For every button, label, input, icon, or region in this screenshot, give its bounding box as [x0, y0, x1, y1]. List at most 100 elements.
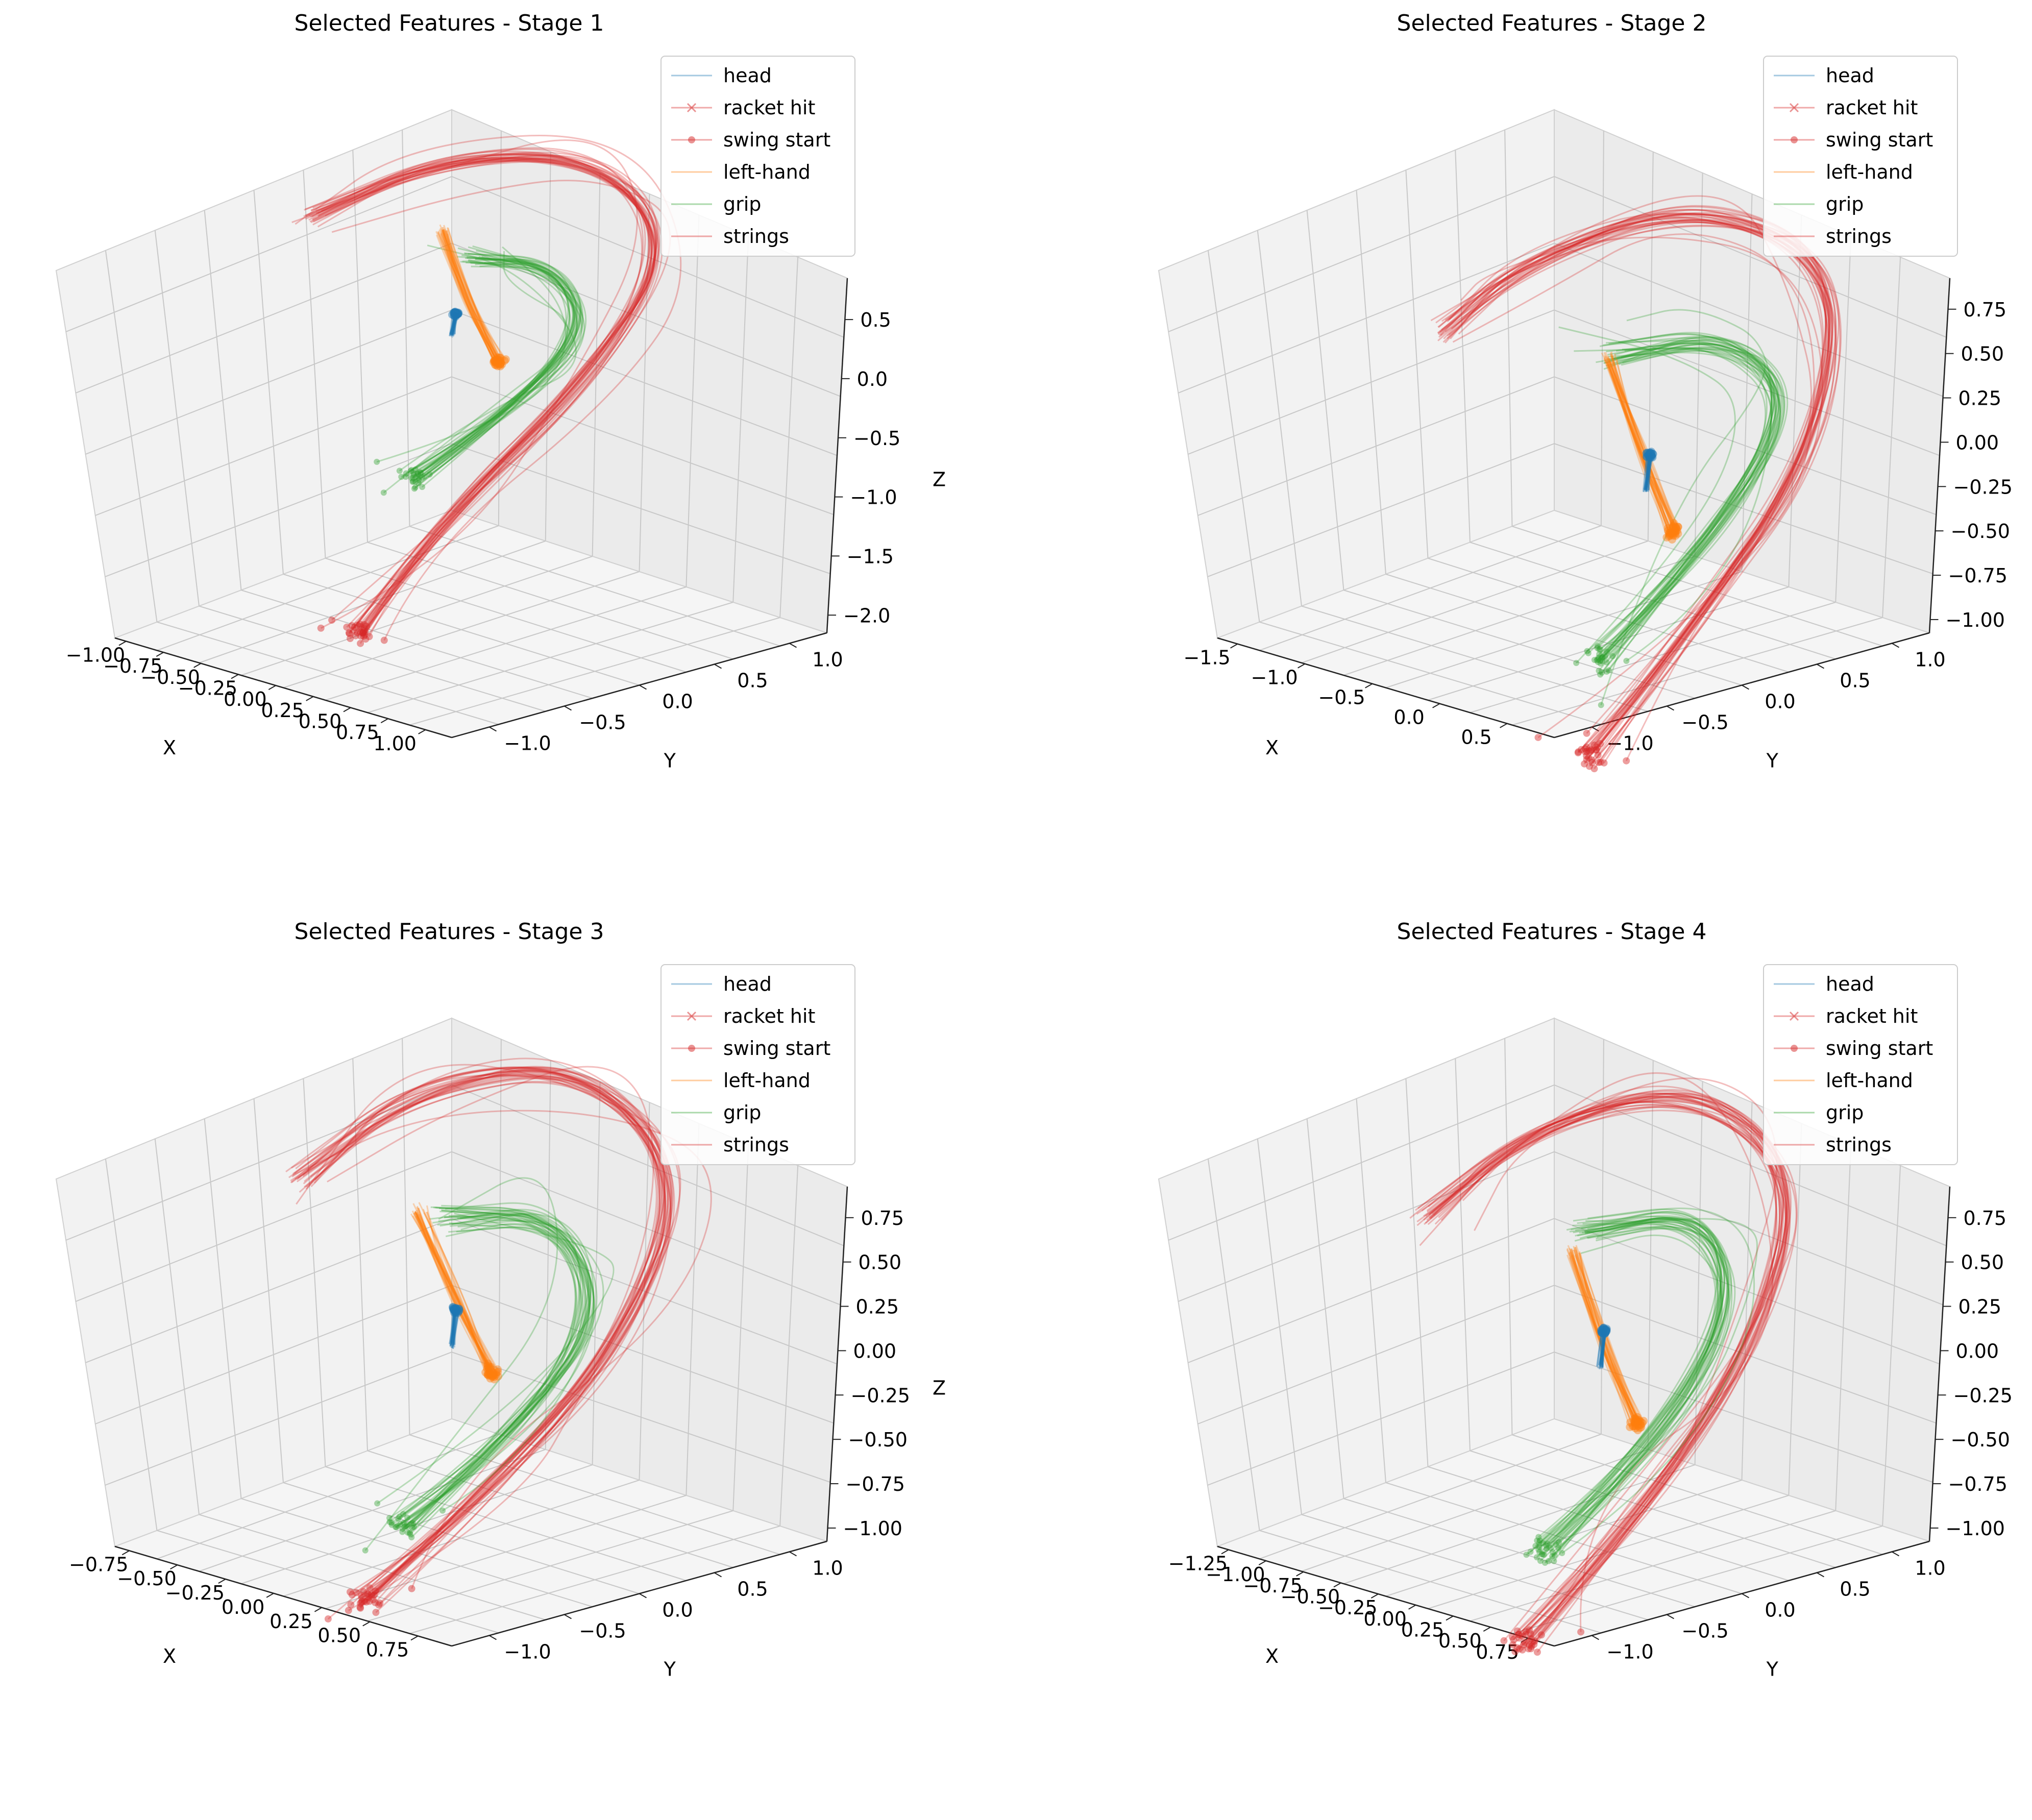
- trajectory-line: [1448, 209, 1830, 751]
- trajectory-line: [306, 152, 660, 625]
- end-marker: [1646, 449, 1655, 457]
- legend-frame: [1763, 56, 1958, 257]
- trajectory-line: [1601, 1330, 1606, 1369]
- grip-start-marker: [393, 1523, 399, 1530]
- grip-start-marker: [1609, 653, 1616, 659]
- trajectory-line: [1526, 1218, 1758, 1556]
- z-tick-label: −1.5: [847, 545, 894, 568]
- trajectory-line: [411, 1214, 595, 1529]
- trajectory-line: [452, 1311, 460, 1347]
- grip-start-marker: [1594, 657, 1600, 663]
- trajectory-line: [389, 1213, 582, 1523]
- trajectory-line: [452, 312, 459, 335]
- trajectory-line: [1598, 348, 1775, 658]
- end-marker: [486, 1362, 495, 1371]
- end-marker: [1669, 523, 1677, 531]
- trajectory-line: [407, 1210, 592, 1528]
- swing-start-marker: [1520, 1641, 1528, 1649]
- trajectory-line: [415, 1212, 491, 1370]
- trajectory-line: [451, 1309, 460, 1348]
- end-marker: [501, 355, 510, 364]
- trajectory-line: [1569, 1252, 1631, 1423]
- trajectory-line: [420, 261, 581, 474]
- trajectory-line: [1597, 1330, 1602, 1368]
- grip-start-marker: [397, 1521, 404, 1528]
- grid-line: [1428, 586, 1789, 701]
- trajectory-line: [1608, 358, 1679, 528]
- trajectory-line: [1440, 222, 1842, 763]
- legend-label: left-hand: [1826, 161, 1913, 183]
- end-marker: [448, 310, 457, 319]
- trajectory-line: [1610, 356, 1677, 529]
- grip-start-marker: [386, 1518, 393, 1525]
- swing-start-marker: [1583, 756, 1590, 764]
- trajectory-line: [1610, 361, 1670, 537]
- end-marker: [1674, 523, 1682, 531]
- trajectory-line: [413, 1213, 499, 1377]
- grip-start-marker: [398, 474, 405, 480]
- end-marker: [1601, 1329, 1609, 1337]
- trajectory-line: [1646, 455, 1653, 492]
- trajectory-line: [303, 154, 653, 640]
- trajectory-line: [1448, 195, 1813, 734]
- trajectory-line: [1644, 455, 1653, 490]
- x-tick-mark: [1432, 703, 1440, 708]
- trajectory-line: [447, 227, 505, 361]
- trajectory-line: [1643, 453, 1653, 490]
- end-marker: [1634, 1421, 1643, 1430]
- swing-start-marker: [1519, 1646, 1526, 1654]
- end-marker: [1597, 1326, 1606, 1335]
- chart-title: Selected Features - Stage 2: [1397, 10, 1707, 36]
- end-marker: [454, 1305, 463, 1313]
- end-marker: [1602, 1327, 1611, 1336]
- trajectory-line: [403, 1213, 595, 1515]
- swing-start-marker: [351, 624, 358, 631]
- swing-start-marker: [361, 1597, 369, 1605]
- z-tick-label: 0.75: [861, 1207, 904, 1229]
- trajectory-line: [292, 1110, 712, 1589]
- grip-start-marker: [409, 479, 416, 485]
- swing-start-marker: [1597, 740, 1604, 748]
- trajectory-line: [450, 314, 458, 337]
- trajectory-line: [1601, 352, 1677, 528]
- grip-start-marker: [1534, 1537, 1540, 1544]
- trajectory-line: [1567, 1245, 1639, 1427]
- trajectory-line: [451, 312, 458, 338]
- grip-start-marker: [415, 480, 422, 486]
- trajectory-line: [291, 1077, 666, 1598]
- end-marker: [1598, 1329, 1606, 1337]
- x-tick-mark: [314, 1607, 322, 1612]
- trajectory-line: [310, 153, 646, 627]
- z-tick-label: −0.50: [1951, 1429, 2010, 1451]
- end-marker: [1631, 1416, 1640, 1424]
- trajectory-line: [1538, 1211, 1725, 1551]
- end-marker: [1662, 533, 1671, 542]
- grid-line: [1428, 557, 1789, 673]
- series-grip: [374, 244, 587, 496]
- grid-line: [367, 602, 733, 714]
- swing-start-marker: [354, 622, 361, 629]
- end-marker: [451, 1306, 459, 1314]
- trajectory-line: [418, 262, 575, 475]
- swing-start-marker: [1581, 748, 1589, 755]
- swing-start-marker: [1585, 763, 1593, 770]
- y-tick-label: −0.5: [1681, 1620, 1728, 1642]
- end-marker: [1643, 448, 1651, 457]
- end-marker: [1663, 524, 1672, 532]
- grip-start-marker: [396, 1513, 403, 1520]
- grip-start-marker: [404, 1523, 411, 1530]
- trajectory-line: [1607, 364, 1670, 533]
- z-tick-label: −1.00: [843, 1517, 902, 1540]
- trajectory-line: [440, 231, 502, 363]
- grid-line: [1512, 617, 1883, 726]
- trajectory-line: [1607, 355, 1674, 535]
- end-marker: [450, 1305, 459, 1314]
- end-marker: [489, 1369, 498, 1378]
- z-tick-label: 0.75: [1964, 299, 2007, 321]
- end-marker: [493, 357, 502, 365]
- end-marker: [451, 1306, 459, 1315]
- trajectory-line: [1558, 1223, 1720, 1543]
- trajectory-line: [440, 234, 497, 366]
- trajectory-line: [1645, 455, 1650, 492]
- swing-start-marker: [1574, 749, 1582, 757]
